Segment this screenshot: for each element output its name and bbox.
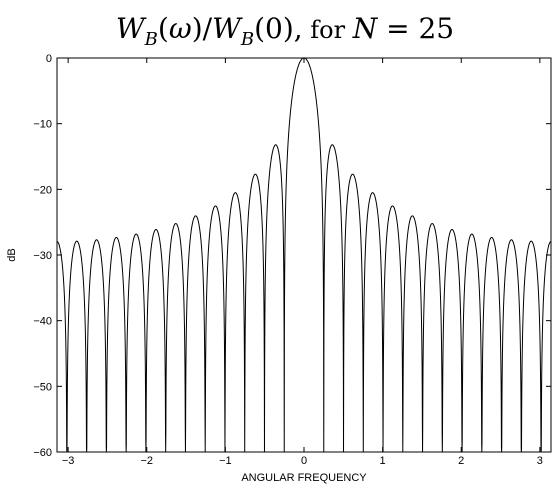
title-n-var: N (352, 12, 379, 45)
title-lhs-arg-close: ) (192, 12, 203, 45)
x-tick-label: 3 (537, 455, 543, 467)
x-tick-label: −3 (62, 455, 75, 467)
title-rhs-sub: B (240, 29, 254, 50)
x-tick-label: −1 (219, 455, 232, 467)
y-tick-label: 0 (46, 53, 52, 65)
y-tick-label: −40 (33, 316, 52, 328)
title-lhs-arg-open: ( (158, 12, 169, 45)
x-tick-label: 2 (458, 455, 464, 467)
title-equals: = 25 (377, 12, 454, 45)
title-lhs-main: W (116, 12, 147, 45)
y-tick-label: −30 (33, 250, 52, 262)
y-tick-label: −20 (33, 184, 52, 196)
chart-title: WB(ω)/WB(0), for N = 25 (116, 12, 454, 50)
x-tick-label: −2 (140, 455, 153, 467)
title-for-text: for (303, 16, 353, 44)
x-axis-label: ANGULAR FREQUENCY (241, 472, 367, 484)
y-tick-label: −10 (33, 119, 52, 131)
x-tick-label: 1 (380, 455, 386, 467)
title-lhs-sub: B (144, 29, 158, 50)
x-tick-label: 0 (301, 455, 307, 467)
y-axis-label: dB (6, 248, 18, 261)
title-rhs-arg: (0), (254, 12, 303, 45)
y-tick-label: −50 (33, 381, 52, 393)
title-rhs-main: W (212, 12, 243, 45)
series-line (57, 58, 551, 452)
title-lhs-arg: ω (169, 12, 192, 45)
series-layer (57, 58, 551, 452)
y-tick-label: −60 (33, 447, 52, 459)
